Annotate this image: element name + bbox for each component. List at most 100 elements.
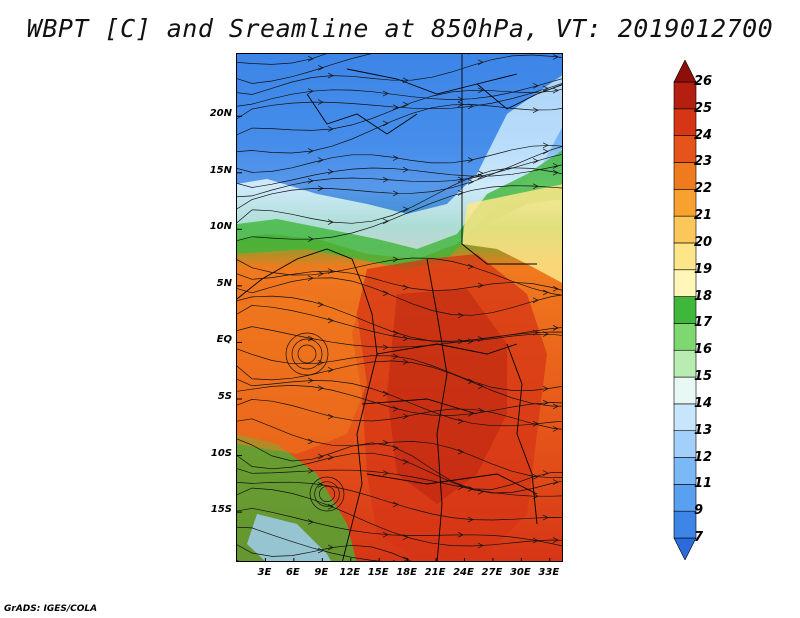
streamline-arrow [477,59,484,66]
colorbar-swatch [673,510,697,539]
wbpt-streamline-map [237,54,562,562]
streamline-arrow [532,183,539,190]
streamline-arrow [552,163,559,169]
streamline-arrow [402,284,409,291]
streamline-arrow [392,353,399,360]
colorbar-tick-label: 21 [694,208,713,224]
streamline-arrow [392,104,399,111]
streamline-arrow [327,72,334,79]
streamline-arrow [457,448,464,455]
region-sw-blue [247,514,331,561]
colorbar-swatch [673,162,697,190]
streamline-arrow [457,338,464,345]
colorbar-swatch [673,484,697,512]
colorbar-swatch [673,457,697,485]
streamline-arrow [552,403,559,410]
streamline [237,88,562,136]
lon-label: 15E [367,567,389,578]
streamline-arrow [542,385,549,392]
streamline-arrow [457,176,464,183]
colorbar-tick-label: 26 [694,74,713,89]
streamline-arrow [382,90,389,97]
region-hottest [387,289,507,504]
streamline-arrow [552,325,559,331]
streamline-arrow [467,179,474,185]
streamline-arrow [468,561,473,562]
streamline [237,78,562,107]
streamline-arrow [532,537,539,544]
streamline [237,104,562,154]
streamline-arrow [327,413,334,420]
streamline-arrow [307,377,314,384]
streamline-arrow [307,275,314,281]
streamline-arrow [467,411,474,417]
streamline-arrow [382,344,389,351]
streamline-arrow [392,330,399,336]
streamline-arrow [317,270,324,277]
colorbar-tick-label: 19 [694,261,713,277]
colorbar [673,60,697,560]
streamline [237,481,562,521]
lon-label: 9E [314,567,329,578]
streamline-arrow [457,484,464,491]
lon-label: 33E [538,567,560,578]
streamline-arrow [327,317,334,324]
streamline-arrow [327,168,334,175]
streamline-vortex [285,332,329,376]
streamline-arrow [477,336,484,342]
colorbar-tick-label: 9 [694,503,704,519]
streamline-arrow [327,544,334,551]
streamline [237,348,562,391]
colorbar-tick-label: 22 [694,181,713,197]
colorbar-swatch [673,188,697,217]
streamline-arrow [392,501,399,508]
streamline-arrow [307,335,314,342]
streamline-arrow [552,285,559,292]
lon-label: 30E [509,567,531,578]
streamline-arrow [477,488,484,495]
streamline-arrow [552,54,559,60]
streamline-arrow [477,87,484,94]
colorbar-tick-label: 16 [694,342,713,358]
streamline-arrow [307,438,314,445]
streamline-arrow [392,445,399,451]
lon-label: 27E [481,567,503,578]
streamline-arrow [467,485,474,492]
streamline-arrow [552,169,559,176]
streamline [237,544,412,561]
colorbar-tick-label: 7 [694,530,704,545]
streamline-arrow [382,218,389,225]
colorbar-swatch [673,81,697,110]
streamline-arrow [317,453,324,460]
streamline [237,167,562,224]
streamline-arrow [457,532,464,538]
colorbar-swatch [673,269,697,297]
streamline [237,146,562,210]
streamline-arrow [317,65,324,71]
streamline-arrow [327,454,334,461]
streamline-arrow [327,268,334,274]
streamline-arrow [392,406,399,412]
streamline-vortex [297,344,317,364]
colorbar-tick-label: 25 [694,100,713,116]
streamline-arrow [532,493,539,500]
lon-label: 3E [257,567,272,578]
streamline-arrow [542,148,549,155]
streamline-arrow [542,470,549,476]
map-panel [236,53,563,562]
streamline-arrow [382,176,389,183]
colorbar-tick-label: 24 [694,127,713,143]
colorbar-swatch [673,296,697,324]
streamline [237,185,562,242]
streamline-arrow [382,120,389,127]
lat-label: 10S [210,447,232,459]
region-hot-core [352,254,547,559]
colorbar-tick-label: 17 [694,315,713,331]
lat-label: 15S [210,504,232,516]
colorbar-swatch [673,108,697,136]
colorbar-tick-label: 14 [694,395,713,411]
streamline-arrow [532,329,539,336]
streamline-arrow [552,426,559,432]
streamline-arrow [327,503,334,510]
streamline-arrow [457,101,464,108]
